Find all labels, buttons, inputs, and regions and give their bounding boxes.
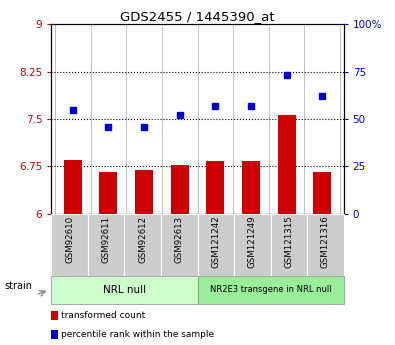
Bar	[207, 161, 224, 214]
Text: strain: strain	[4, 282, 32, 291]
Text: GSM92611: GSM92611	[102, 216, 111, 263]
Text: NR2E3 transgene in NRL null: NR2E3 transgene in NRL null	[210, 285, 331, 294]
Text: GSM121315: GSM121315	[284, 216, 293, 268]
Bar	[135, 170, 153, 214]
Text: GSM121316: GSM121316	[321, 216, 330, 268]
Text: GSM92612: GSM92612	[138, 216, 147, 263]
Text: NRL null: NRL null	[103, 285, 146, 295]
Bar	[64, 160, 82, 214]
Bar	[171, 165, 188, 214]
Bar	[313, 171, 331, 214]
Text: GSM92613: GSM92613	[175, 216, 184, 263]
Bar	[100, 171, 117, 214]
Title: GDS2455 / 1445390_at: GDS2455 / 1445390_at	[120, 10, 275, 23]
Text: transformed count: transformed count	[61, 311, 145, 320]
Text: GSM92610: GSM92610	[65, 216, 74, 263]
Text: percentile rank within the sample: percentile rank within the sample	[61, 330, 214, 339]
Bar	[242, 161, 260, 214]
Text: GSM121242: GSM121242	[211, 216, 220, 268]
Bar	[278, 115, 295, 214]
Text: GSM121249: GSM121249	[248, 216, 257, 268]
